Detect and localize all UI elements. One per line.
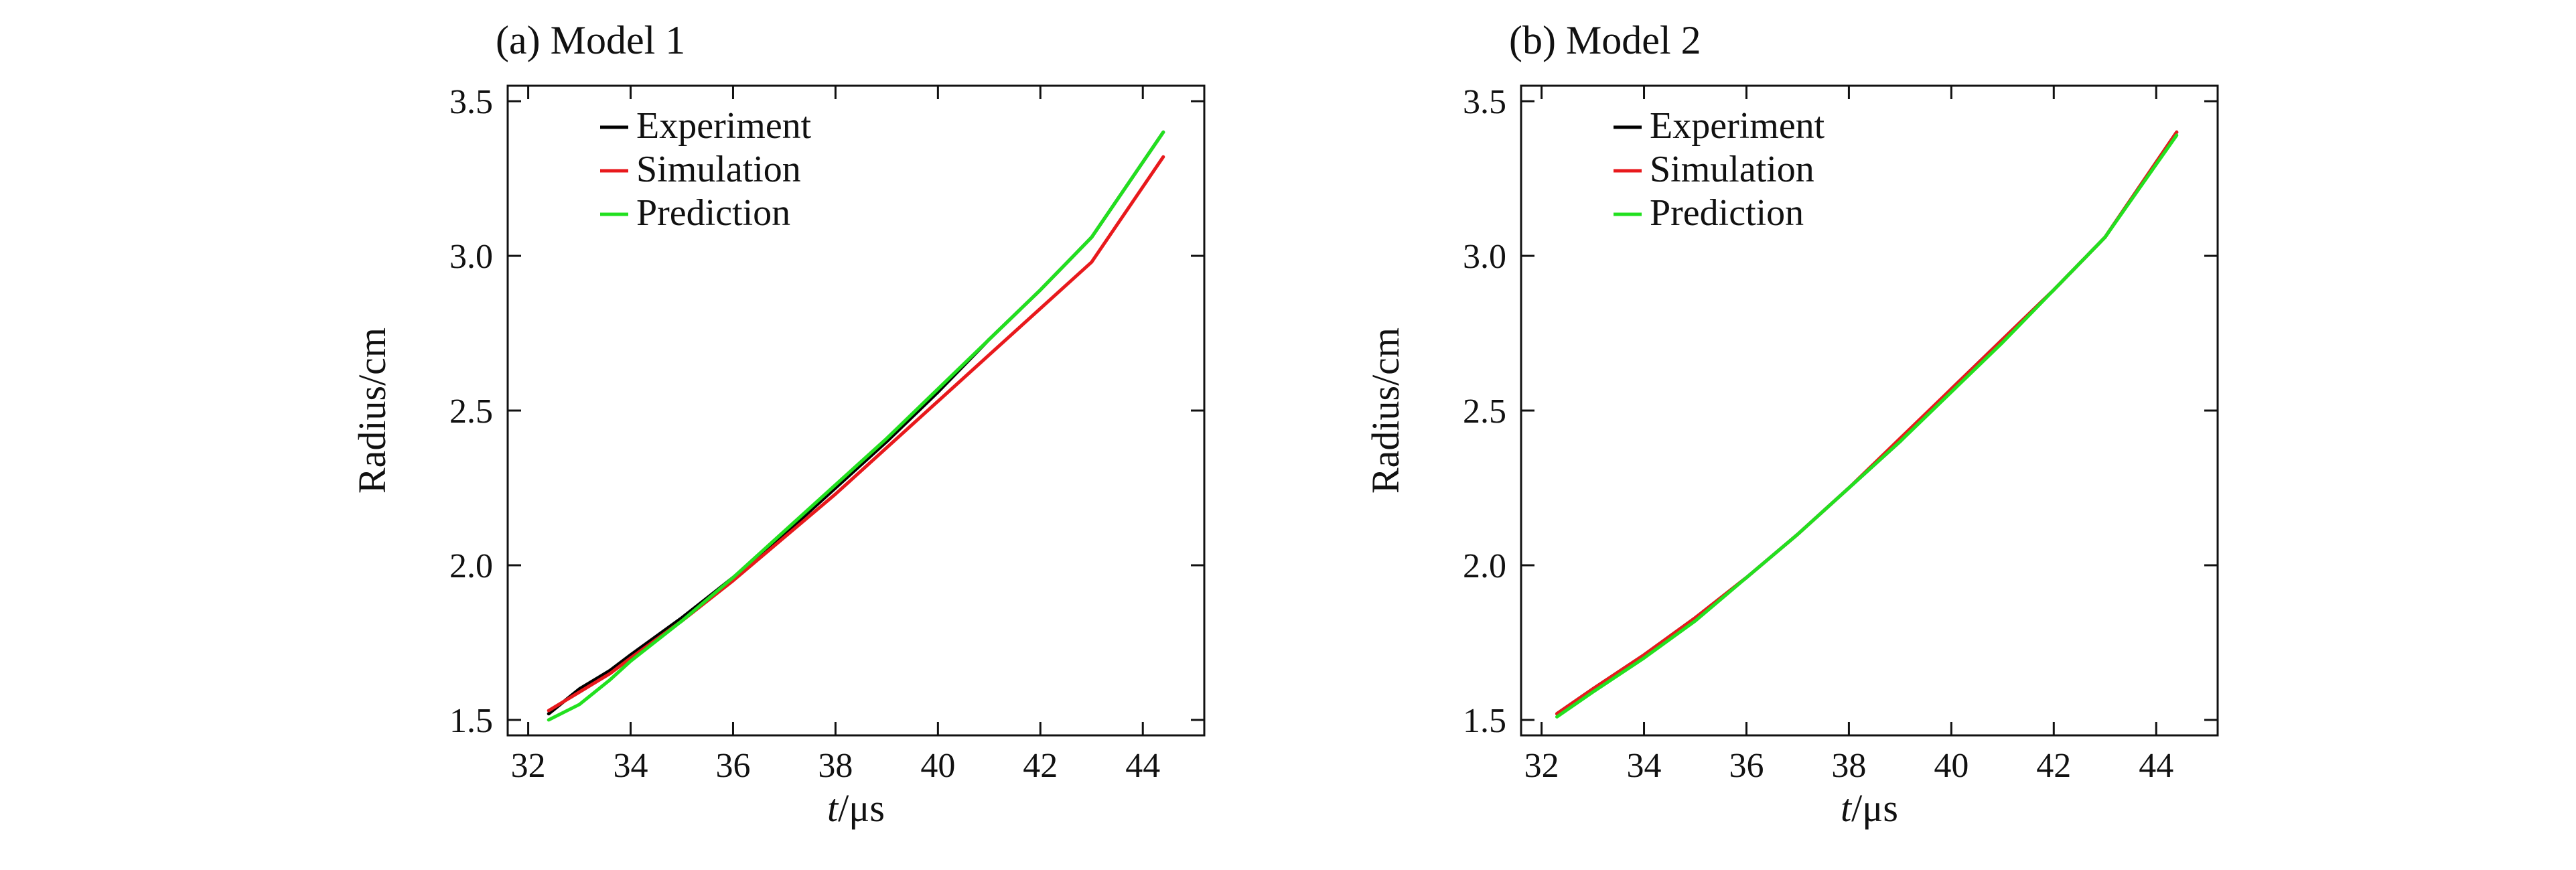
x-tick-label: 36: [1729, 747, 1764, 785]
legend-label: Prediction: [1650, 192, 1804, 234]
x-tick-label: 38: [1831, 747, 1866, 785]
x-axis-label-unit: /μs: [838, 786, 885, 830]
legend-label: Simulation: [1650, 149, 1814, 190]
x-tick-label: 38: [818, 747, 853, 785]
x-axis-label-unit: /μs: [1851, 786, 1898, 830]
legend-label: Prediction: [636, 192, 790, 234]
x-axis-label: t/μs: [827, 786, 885, 830]
x-axis-label: t/μs: [1841, 786, 1898, 830]
x-tick-label: 42: [1023, 747, 1058, 785]
series-line-prediction: [1555, 133, 2179, 719]
y-tick-label: 1.5: [1463, 702, 1506, 740]
chart-title: (a) Model 1: [496, 18, 685, 62]
series-line-prediction: [547, 130, 1165, 722]
x-tick-label: 40: [1934, 747, 1969, 785]
legend-label: Simulation: [636, 149, 801, 190]
x-tick-label: 36: [715, 747, 750, 785]
x-tick-label: 34: [1627, 747, 1662, 785]
chart-title: (b) Model 2: [1509, 18, 1701, 62]
chart-panel-1: (a) Model 1 32 34 36 38 40 42 44 1.5 2.0 2.5 3.0 3.5…: [350, 18, 1206, 830]
x-tick-label: 42: [2036, 747, 2071, 785]
y-tick-label: 3.0: [449, 238, 493, 276]
legend-label: Experiment: [636, 105, 812, 147]
x-tick-label: 44: [1125, 747, 1160, 785]
x-tick-label: 32: [1524, 747, 1559, 785]
legend-label: Experiment: [1650, 105, 1825, 147]
y-tick-label: 2.5: [1463, 392, 1506, 431]
y-axis-label: Radius/cm: [350, 328, 394, 494]
x-axis-label-variable: t: [1841, 786, 1853, 830]
y-tick-label: 3.5: [449, 83, 493, 121]
x-tick-label: 34: [614, 747, 648, 785]
y-tick-label: 2.0: [1463, 547, 1506, 585]
y-tick-label: 3.5: [1463, 83, 1506, 121]
x-axis-label-variable: t: [827, 786, 839, 830]
x-tick-label: 44: [2139, 747, 2173, 785]
y-tick-label: 3.0: [1463, 238, 1506, 276]
y-tick-label: 2.5: [449, 392, 493, 431]
x-tick-label: 40: [920, 747, 955, 785]
y-tick-label: 2.0: [449, 547, 493, 585]
y-tick-label: 1.5: [449, 702, 493, 740]
x-tick-label: 32: [511, 747, 546, 785]
y-axis-label: Radius/cm: [1364, 328, 1407, 494]
chart-panel-2: (b) Model 2 32 34 36 38 40 42 44 1.5 2.0 2.5 3.0 3.5…: [1364, 18, 2219, 830]
series-line-simulation: [547, 155, 1165, 713]
